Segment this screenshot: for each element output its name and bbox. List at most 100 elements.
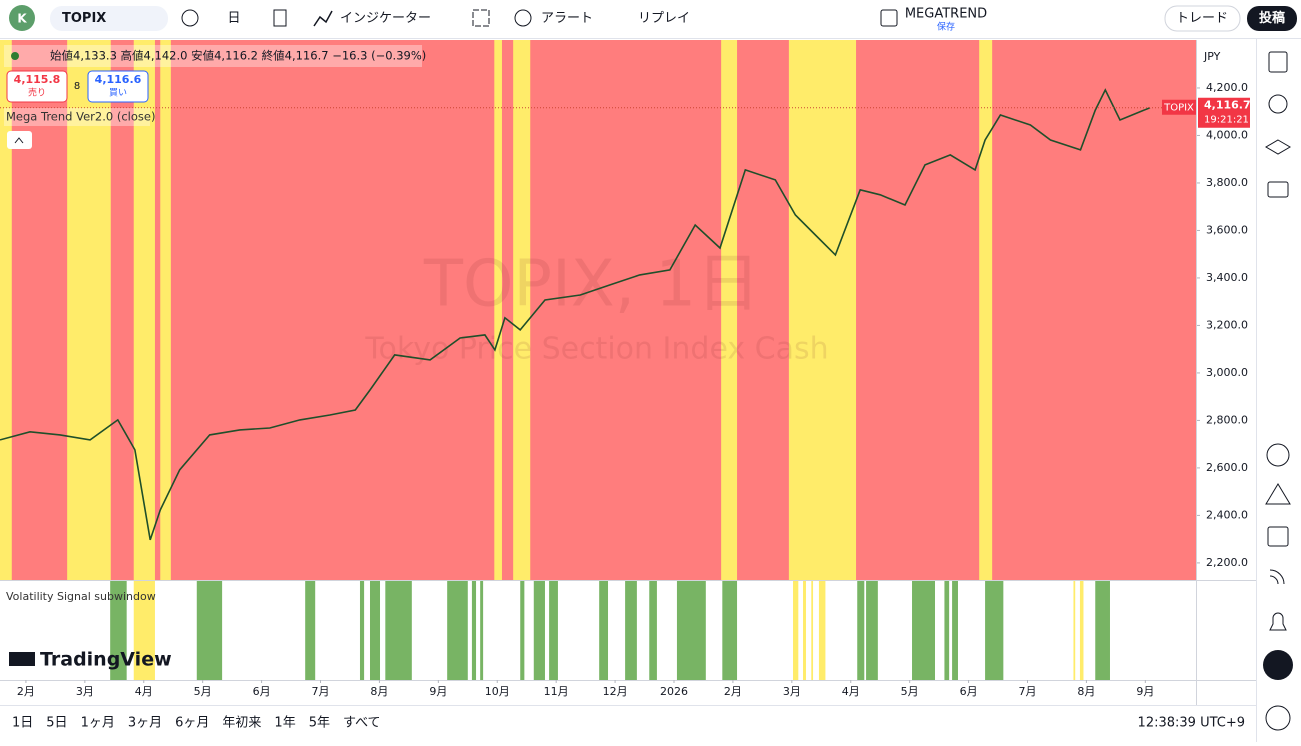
volatility-signal <box>385 581 412 680</box>
trade: トレード <box>1176 11 1228 26</box>
symbol-search[interactable] <box>50 6 168 31</box>
alert[interactable]: アラート <box>541 11 593 26</box>
chart-type-icon[interactable] <box>273 9 287 27</box>
range-button[interactable]: 5年 <box>309 716 330 731</box>
volatility-signal <box>196 581 223 680</box>
logo-mark <box>9 652 35 666</box>
templates-icon[interactable] <box>472 9 490 27</box>
volatility-signal <box>471 581 477 680</box>
notifications-icon[interactable] <box>1269 612 1287 631</box>
range-button[interactable]: 3ヶ月 <box>128 716 162 731</box>
publish-button[interactable] <box>1247 6 1297 31</box>
x-tick-label: 2月 <box>17 685 35 698</box>
watchlist-icon[interactable] <box>1268 51 1288 73</box>
chat-icon[interactable] <box>1267 181 1289 198</box>
currency[interactable]: JPY <box>1203 50 1221 63</box>
range-button[interactable]: 1ヶ月 <box>81 716 115 731</box>
buy-label: 買い <box>109 88 127 99</box>
subpane-background <box>0 581 1196 680</box>
stream-icon[interactable] <box>1269 569 1285 585</box>
volatility-signal <box>912 581 936 680</box>
clock: 12:38:39 UTC+9 <box>1138 716 1245 731</box>
spread: 8 <box>74 81 80 92</box>
x-tick-label: 3月 <box>76 685 94 698</box>
warning-signal <box>1079 581 1084 680</box>
y-tick-label: 3,000.0 <box>1206 366 1248 379</box>
symbol: TOPIX <box>62 11 106 26</box>
y-tick-label: 3,800.0 <box>1206 176 1248 189</box>
indicator-icon <box>313 10 333 27</box>
ideas-icon[interactable] <box>1266 443 1290 467</box>
layers-icon[interactable] <box>1265 139 1291 155</box>
collapse-button[interactable] <box>7 131 32 149</box>
trend-zone <box>0 40 12 580</box>
range-button[interactable]: すべて <box>343 716 381 731</box>
warning-signal <box>811 581 814 680</box>
sell-label: 売り <box>28 87 46 99</box>
y-tick-label: 3,600.0 <box>1206 223 1248 236</box>
symbol-tag <box>1162 99 1196 115</box>
y-tick-label: 2,600.0 <box>1206 461 1248 474</box>
layout-icon[interactable] <box>880 9 898 27</box>
indicator-label[interactable]: Mega Trend Ver2.0 (close) <box>6 110 155 124</box>
x-tick-label: 8月 <box>1077 685 1095 698</box>
avatar[interactable] <box>9 5 35 31</box>
help-icon[interactable] <box>1265 705 1291 731</box>
sell-price: 4,115.8 <box>14 73 61 86</box>
trend-zone <box>788 40 857 580</box>
trend-zone <box>133 40 155 580</box>
layout-name[interactable]: MEGATREND <box>905 7 987 22</box>
trade-button[interactable] <box>1164 5 1241 32</box>
x-tick-label: 2月 <box>724 685 742 698</box>
trend-zone <box>160 40 171 580</box>
range-button[interactable]: 6ヶ月 <box>175 716 209 731</box>
legend-background <box>4 45 422 67</box>
buy-price: 4,116.6 <box>95 73 142 86</box>
compare-icon[interactable] <box>181 9 199 27</box>
x-tick-label: 9月 <box>1136 685 1154 698</box>
avatar-letter: K <box>17 12 27 26</box>
x-tick-label: 6月 <box>253 685 271 698</box>
volatility-signal <box>944 581 950 680</box>
interval[interactable]: 日 <box>227 11 240 26</box>
volatility-signal <box>520 581 525 680</box>
logo: TradingView <box>40 649 172 671</box>
range-button[interactable]: 1年 <box>274 716 295 731</box>
menu-button[interactable] <box>1263 650 1293 680</box>
volatility-signal <box>305 581 316 680</box>
x-tick-label: 12月 <box>603 685 628 698</box>
x-tick-label: 7月 <box>1018 685 1036 698</box>
volatility-signal <box>625 581 637 680</box>
range-button[interactable]: 1日 <box>12 716 33 731</box>
volatility-signal <box>480 581 484 680</box>
ohlc: 始値4,133.3 高値4,142.0 安値4,116.2 終値4,116.7 … <box>50 49 426 63</box>
volatility-signal <box>549 581 558 680</box>
volatility-signal <box>447 581 468 680</box>
volatility-signal <box>599 581 609 680</box>
replay[interactable]: リプレイ <box>638 11 690 26</box>
x-tick-label: 6月 <box>960 685 978 698</box>
x-tick-label: 8月 <box>370 685 388 698</box>
watermark-symbol: TOPIX, 1日 <box>423 248 760 322</box>
y-tick-label: 2,200.0 <box>1206 556 1248 569</box>
trend-zone <box>721 40 738 580</box>
layout-status: 保存 <box>937 21 955 33</box>
range-button[interactable]: 年初来 <box>222 716 261 731</box>
x-tick-label: 9月 <box>429 685 447 698</box>
pine-icon[interactable] <box>1265 483 1291 505</box>
sell-button[interactable] <box>6 70 68 103</box>
countdown: 19:21:21 <box>1204 115 1249 126</box>
alert-icon <box>514 9 532 27</box>
indicators[interactable]: インジケーター <box>340 11 431 26</box>
alerts-icon[interactable] <box>1268 94 1288 114</box>
calendar-icon[interactable] <box>1267 526 1289 547</box>
publish: 投稿 <box>1259 10 1285 26</box>
subwindow-label: Volatility Signal subwindow <box>6 590 156 603</box>
buy-button[interactable] <box>87 70 149 103</box>
range-button[interactable]: 5日 <box>46 716 67 731</box>
y-tick-label: 3,200.0 <box>1206 318 1248 331</box>
volatility-signal <box>533 581 545 680</box>
range-buttons: 1日 5日 1ヶ月 3ヶ月 6ヶ月 年初来 1年 5年 すべて <box>12 716 381 731</box>
indicator-label-bg <box>4 108 150 126</box>
